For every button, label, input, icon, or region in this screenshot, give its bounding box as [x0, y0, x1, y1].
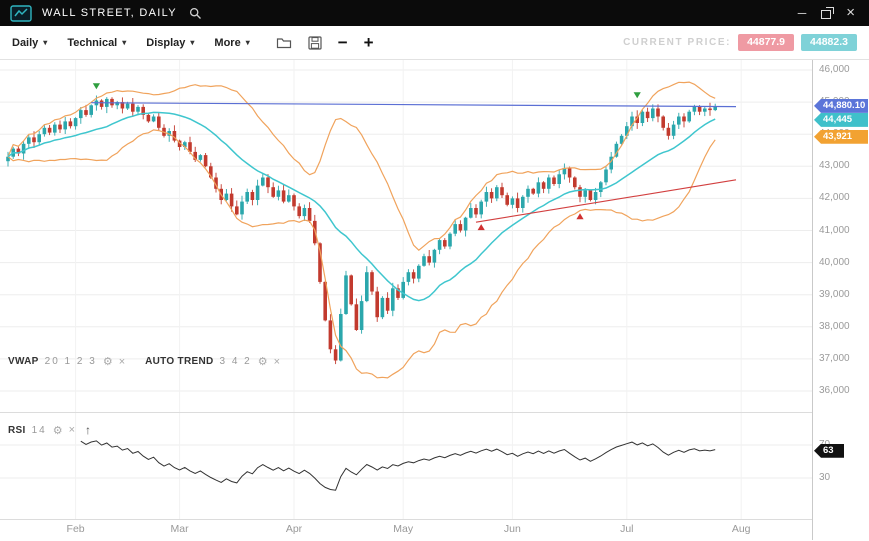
sell-price-button[interactable]: 44877.9	[738, 34, 795, 51]
x-axis-month-label: Mar	[170, 523, 189, 535]
x-axis-month-label: Apr	[285, 523, 303, 535]
menu-more[interactable]: More ▾	[214, 37, 249, 49]
zoom-in-icon[interactable]: +	[363, 33, 374, 52]
price-chart-canvas[interactable]	[0, 60, 812, 412]
save-icon[interactable]	[308, 35, 322, 50]
vwap-settings-gear-icon[interactable]: ⚙	[102, 356, 113, 368]
vwap-indicator-params: 20 1 2 3	[44, 356, 97, 367]
chevron-down-icon: ▾	[190, 38, 195, 47]
minimize-icon[interactable]: ─	[797, 6, 807, 20]
indicator-labels-row: VWAP 20 1 2 3 ⚙ × AUTO TREND 3 4 2 ⚙ ×	[8, 355, 281, 369]
rsi-collapse-arrow-icon[interactable]: ↑	[85, 423, 92, 437]
y-axis-label: 41,000	[819, 224, 850, 236]
rsi-remove-icon[interactable]: ×	[68, 424, 76, 436]
chevron-down-icon: ▾	[43, 38, 48, 47]
rsi-line	[80, 440, 716, 491]
menu-more-label: More	[214, 36, 241, 49]
menu-display-label: Display	[146, 36, 186, 49]
y-axis-label: 37,000	[819, 352, 850, 364]
buy-signal-marker	[477, 224, 485, 231]
auto-trend-indicator-label: AUTO TREND	[145, 356, 214, 367]
rsi-value-tag: 63	[814, 443, 844, 458]
sell-signal-marker	[92, 83, 100, 90]
rsi-axis-label: 30	[819, 472, 831, 483]
chevron-down-icon: ▾	[245, 38, 250, 47]
x-axis-month-label: Feb	[66, 523, 85, 535]
title-bar: WALL STREET, DAILY ─ ×	[0, 0, 869, 26]
time-axis[interactable]: Feb Mar Apr May Jun Jul Aug	[0, 523, 812, 539]
close-icon[interactable]: ×	[846, 4, 855, 21]
auto-trend-remove-icon[interactable]: ×	[273, 355, 281, 368]
app-logo-icon	[10, 4, 32, 22]
price-axis-tag: 44,880.10	[814, 98, 868, 113]
price-axis-tag: 44,445	[814, 112, 868, 127]
y-axis-label: 38,000	[819, 320, 850, 332]
vwap-line	[7, 111, 716, 302]
rsi-indicator-label: RSI	[8, 424, 26, 436]
sell-signal-marker	[633, 92, 641, 99]
rsi-settings-gear-icon[interactable]: ⚙	[52, 424, 63, 437]
rsi-labels-row: RSI 14 ⚙ × ↑	[8, 423, 91, 437]
chevron-down-icon: ▾	[122, 38, 127, 47]
bollinger-upper-band	[7, 81, 716, 252]
menu-daily-label: Daily	[12, 36, 39, 49]
price-axis-tag: 43,921	[814, 129, 868, 144]
auto-trend-indicator-params: 3 4 2	[219, 356, 252, 367]
rsi-panel-canvas[interactable]	[0, 412, 812, 520]
current-price-label: CURRENT PRICE:	[623, 37, 732, 48]
bollinger-lower-band	[7, 129, 716, 379]
vwap-remove-icon[interactable]: ×	[118, 355, 126, 368]
open-folder-icon[interactable]	[276, 36, 292, 49]
x-axis-month-label: Jul	[620, 523, 634, 535]
y-axis-label: 40,000	[819, 256, 850, 268]
toolbar: Daily ▾ Technical ▾ Display ▾ More ▾	[0, 26, 869, 60]
resistance-trendline	[91, 102, 737, 108]
vwap-indicator-label: VWAP	[8, 356, 39, 367]
menu-daily[interactable]: Daily ▾	[12, 37, 47, 49]
support-trendline	[475, 179, 737, 223]
buy-price-button[interactable]: 44882.3	[801, 34, 857, 51]
y-axis-label: 46,000	[819, 64, 850, 75]
x-axis-month-label: Aug	[731, 523, 751, 535]
x-axis-month-label: Jun	[503, 523, 521, 535]
menu-technical-label: Technical	[67, 36, 118, 49]
y-axis-label: 43,000	[819, 160, 850, 172]
y-axis-label: 42,000	[819, 192, 850, 204]
chart-title: WALL STREET, DAILY	[42, 7, 177, 19]
x-axis-month-label: May	[393, 523, 414, 535]
restore-icon[interactable]	[821, 6, 835, 19]
zoom-out-icon[interactable]: −	[337, 33, 348, 52]
y-axis-label: 39,000	[819, 288, 850, 300]
price-axis[interactable]: 46,00045,00044,00043,00042,00041,00040,0…	[812, 60, 869, 540]
rsi-indicator-params: 14	[31, 424, 47, 436]
y-axis-label: 36,000	[819, 385, 850, 396]
buy-signal-marker	[576, 213, 584, 220]
menu-display[interactable]: Display ▾	[146, 37, 194, 49]
search-icon[interactable]	[189, 7, 202, 20]
auto-trend-settings-gear-icon[interactable]: ⚙	[257, 356, 268, 368]
menu-technical[interactable]: Technical ▾	[67, 37, 126, 49]
